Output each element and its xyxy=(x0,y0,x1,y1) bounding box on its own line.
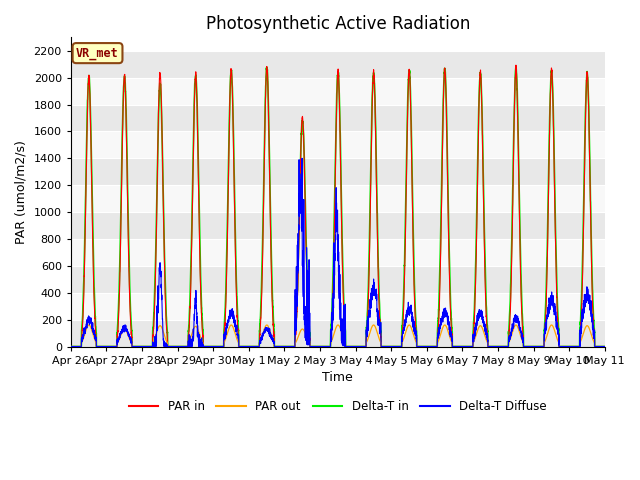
Legend: PAR in, PAR out, Delta-T in, Delta-T Diffuse: PAR in, PAR out, Delta-T in, Delta-T Dif… xyxy=(124,396,552,418)
Bar xyxy=(71,132,605,158)
Bar xyxy=(71,78,605,105)
Title: Photosynthetic Active Radiation: Photosynthetic Active Radiation xyxy=(205,15,470,33)
Bar xyxy=(71,158,605,185)
Bar xyxy=(71,212,605,239)
Bar xyxy=(71,105,605,132)
Bar xyxy=(71,320,605,347)
Bar xyxy=(71,239,605,266)
Bar xyxy=(71,51,605,78)
Bar xyxy=(71,293,605,320)
X-axis label: Time: Time xyxy=(323,371,353,384)
Y-axis label: PAR (umol/m2/s): PAR (umol/m2/s) xyxy=(15,140,28,244)
Bar xyxy=(71,185,605,212)
Bar xyxy=(71,266,605,293)
Text: VR_met: VR_met xyxy=(76,47,119,60)
